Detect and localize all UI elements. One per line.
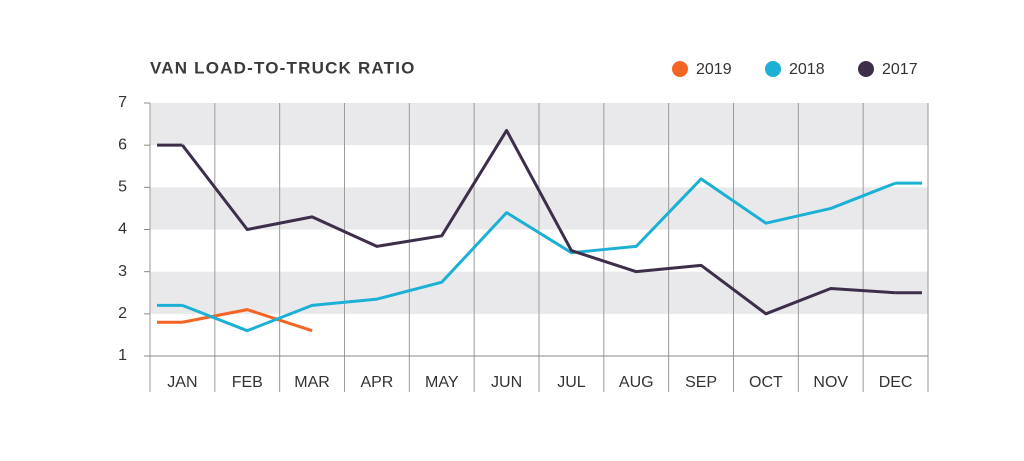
legend-marker [858,61,874,77]
x-tick-label: JUN [491,374,522,391]
y-tick-label: 2 [118,305,127,322]
legend-marker [765,61,781,77]
x-tick-label: NOV [813,374,848,391]
x-tick-label: DEC [879,374,913,391]
x-tick-label: MAY [425,374,459,391]
x-tick-label: APR [360,374,393,391]
chart-title: VAN LOAD-TO-TRUCK RATIO [150,58,416,77]
x-tick-label: SEP [685,374,717,391]
series-line [181,177,897,333]
series-line [182,308,313,333]
x-tick-label: MAR [294,374,330,391]
x-tick-label: JAN [167,374,197,391]
y-tick-label: 3 [118,263,127,280]
series-line [181,128,896,316]
y-tick-label: 1 [118,347,127,364]
legend-label: 2018 [789,61,825,78]
x-tick-label: OCT [749,374,783,391]
y-tick-label: 7 [118,94,127,111]
legend-label: 2019 [696,61,732,78]
y-tick-label: 4 [118,221,127,238]
x-tick-label: AUG [619,374,654,391]
plot-background [149,103,929,392]
y-tick-label: 6 [118,136,127,153]
legend-label: 2017 [882,61,918,78]
y-tick-label: 5 [118,179,127,196]
legend-marker [672,61,688,77]
x-tick-label: FEB [232,374,263,391]
x-tick-label: JUL [557,374,586,391]
